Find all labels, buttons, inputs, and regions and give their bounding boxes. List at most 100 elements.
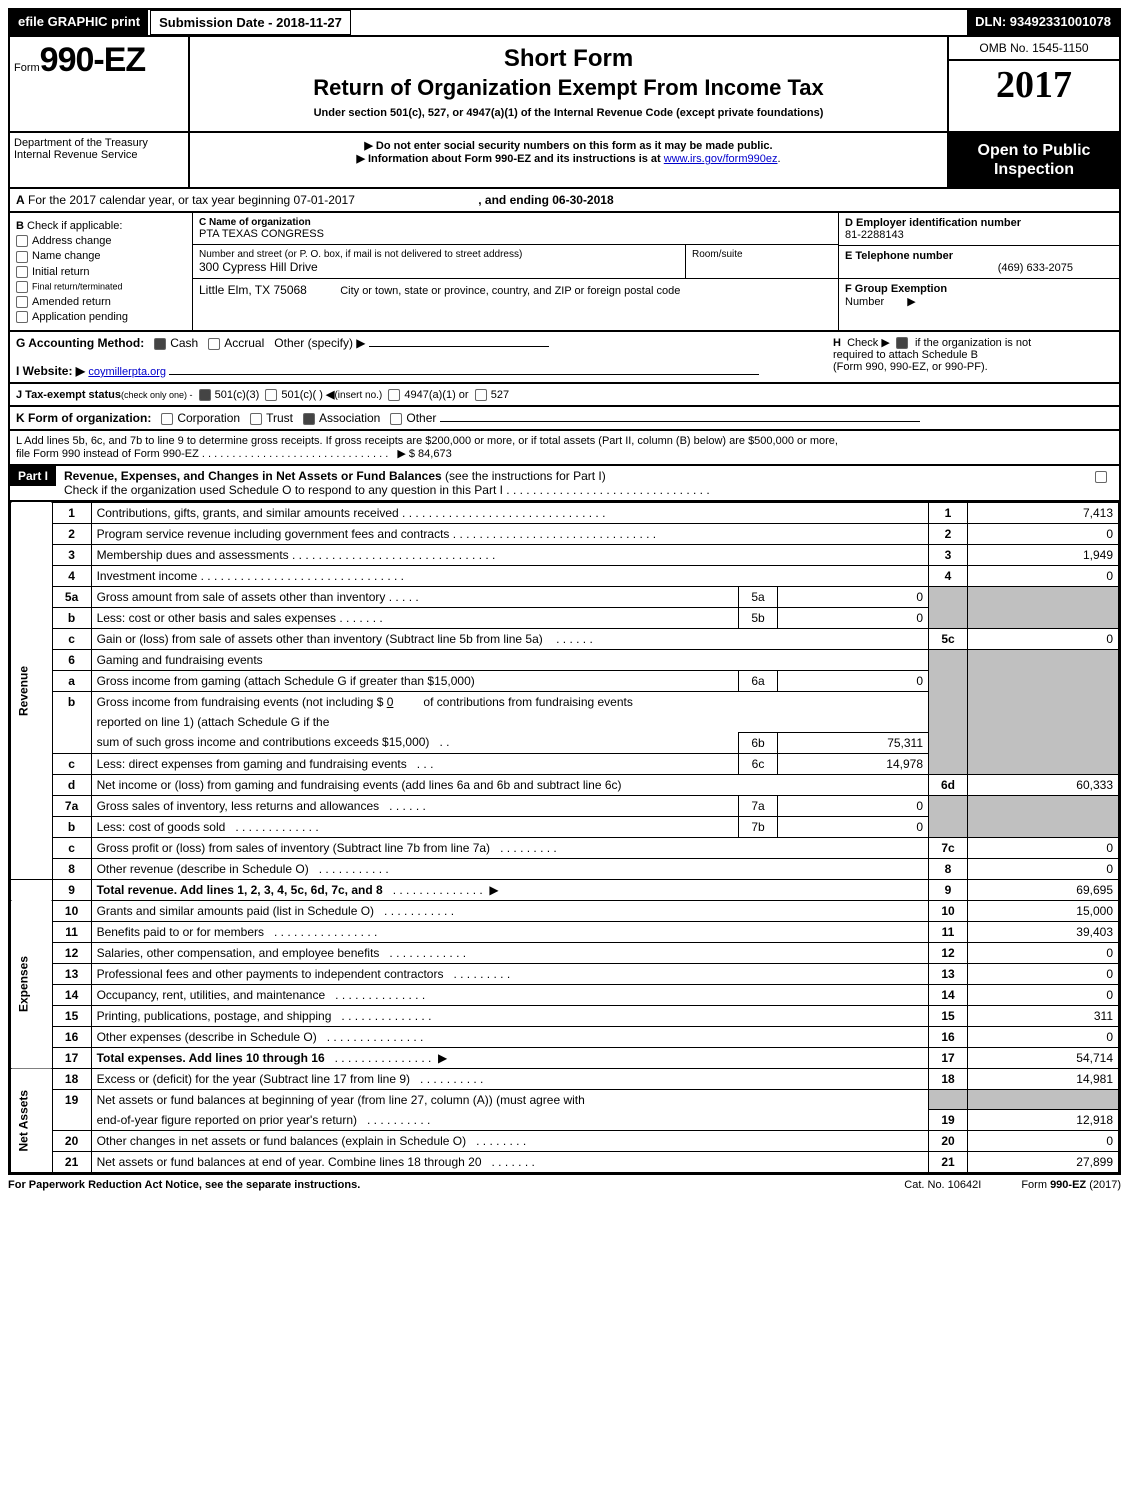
section-c-label: C Name of organization xyxy=(199,217,311,228)
line-21-ln: 21 xyxy=(929,1152,968,1173)
label-amended-return: Amended return xyxy=(32,296,111,308)
under-section-note: Under section 501(c), 527, or 4947(a)(1)… xyxy=(198,107,939,119)
catalog-number: Cat. No. 10642I xyxy=(904,1179,981,1191)
k-label: K Form of organization: xyxy=(16,411,151,425)
line-7a-desc: Gross sales of inventory, less returns a… xyxy=(97,799,380,813)
line-4-ln: 4 xyxy=(929,565,968,586)
line-17-desc: Total expenses. Add lines 10 through 16 xyxy=(97,1051,325,1065)
h-check-text: Check ▶ xyxy=(847,337,890,349)
label-501c: 501(c)( ) xyxy=(281,389,323,401)
title-block: Form990-EZ Short Form Return of Organiza… xyxy=(8,37,1121,133)
checkbox-other-org[interactable] xyxy=(390,413,402,425)
line-9-desc: Total revenue. Add lines 1, 2, 3, 4, 5c,… xyxy=(97,883,383,897)
line-6c-num: c xyxy=(52,753,91,774)
bullet-info-suffix: . xyxy=(777,153,780,165)
form-number-box: Form990-EZ xyxy=(10,37,190,131)
checkbox-4947a1[interactable] xyxy=(388,389,400,401)
tax-exempt-status-row: J Tax-exempt status(check only one) - 50… xyxy=(8,384,1121,407)
line-4-val: 0 xyxy=(968,565,1119,586)
checkbox-501c3[interactable] xyxy=(199,389,211,401)
line-14-num: 14 xyxy=(52,984,91,1005)
j-label: J Tax-exempt status xyxy=(16,389,121,401)
line-18-ln: 18 xyxy=(929,1068,968,1089)
ein-value: 81-2288143 xyxy=(845,229,904,241)
label-name-change: Name change xyxy=(32,250,101,262)
line-10-desc: Grants and similar amounts paid (list in… xyxy=(97,904,374,918)
line-18-num: 18 xyxy=(52,1068,91,1089)
form-prefix-footer: Form xyxy=(1021,1179,1050,1191)
line-12-num: 12 xyxy=(52,942,91,963)
phone-value: (469) 633-2075 xyxy=(845,262,1113,274)
side-label-expenses: Expenses xyxy=(11,900,53,1068)
label-trust: Trust xyxy=(266,411,293,425)
line-16-ln: 16 xyxy=(929,1026,968,1047)
line-7b-subval: 0 xyxy=(778,816,929,837)
line-9-num: 9 xyxy=(52,879,91,900)
line-6b-num: b xyxy=(52,691,91,753)
checkbox-application-pending[interactable] xyxy=(16,311,28,323)
label-insert-no: (insert no.) xyxy=(334,390,382,401)
page-footer: For Paperwork Reduction Act Notice, see … xyxy=(8,1175,1121,1191)
h-label: H xyxy=(833,337,841,349)
line-6a-num: a xyxy=(52,670,91,691)
org-name: PTA TEXAS CONGRESS xyxy=(199,228,832,240)
checkbox-h[interactable] xyxy=(896,337,908,349)
label-other-method: Other (specify) ▶ xyxy=(274,336,365,350)
line-7c-ln: 7c xyxy=(929,837,968,858)
room-suite-label: Room/suite xyxy=(692,249,832,260)
line-11-val: 39,403 xyxy=(968,921,1119,942)
checkbox-trust[interactable] xyxy=(250,413,262,425)
line-3-num: 3 xyxy=(52,544,91,565)
line-7c-val: 0 xyxy=(968,837,1119,858)
dept-row: Department of the Treasury Internal Reve… xyxy=(8,133,1121,189)
line-15-desc: Printing, publications, postage, and shi… xyxy=(97,1009,332,1023)
checkbox-schedule-o[interactable] xyxy=(1095,471,1107,483)
line-19-num: 19 xyxy=(52,1089,91,1131)
checkbox-accrual[interactable] xyxy=(208,338,220,350)
h-text-3: required to attach Schedule B xyxy=(833,349,978,361)
line-13-val: 0 xyxy=(968,963,1119,984)
main-title: Return of Organization Exempt From Incom… xyxy=(198,75,939,101)
label-corporation: Corporation xyxy=(177,411,240,425)
website-label: I Website: ▶ xyxy=(16,364,85,378)
line-21-val: 27,899 xyxy=(968,1152,1119,1173)
line-12-ln: 12 xyxy=(929,942,968,963)
line-19-ln: 19 xyxy=(929,1110,968,1131)
line-6b-desc1v: 0 xyxy=(387,695,394,709)
website-link[interactable]: coymillerpta.org xyxy=(88,366,166,378)
checkbox-501c[interactable] xyxy=(265,389,277,401)
form990ez-link[interactable]: www.irs.gov/form990ez xyxy=(664,153,778,165)
line-6b-subval: 75,311 xyxy=(778,732,929,753)
right-info-column: D Employer identification number 81-2288… xyxy=(838,213,1119,329)
line-14-desc: Occupancy, rent, utilities, and maintena… xyxy=(97,988,326,1002)
paperwork-notice: For Paperwork Reduction Act Notice, see … xyxy=(8,1179,360,1191)
dept-line-2: Internal Revenue Service xyxy=(14,149,184,161)
checkbox-amended-return[interactable] xyxy=(16,296,28,308)
efile-print-button[interactable]: efile GRAPHIC print xyxy=(10,10,148,35)
line-7a-subval: 0 xyxy=(778,795,929,816)
line-5b-subval: 0 xyxy=(778,607,929,628)
part-1-title-note: (see the instructions for Part I) xyxy=(445,469,606,483)
checkbox-association[interactable] xyxy=(303,413,315,425)
group-exemption-label: F Group Exemption xyxy=(845,283,947,295)
instruction-bullets: Do not enter social security numbers on … xyxy=(190,133,947,187)
checkbox-address-change[interactable] xyxy=(16,235,28,247)
h-text-4: (Form 990, 990-EZ, or 990-PF). xyxy=(833,361,988,373)
checkbox-cash[interactable] xyxy=(154,338,166,350)
line-17-val: 54,714 xyxy=(968,1047,1119,1068)
dln: DLN: 93492331001078 xyxy=(967,10,1119,35)
line-5b-num: b xyxy=(52,607,91,628)
checkbox-name-change[interactable] xyxy=(16,251,28,263)
bullet-info-line: Information about Form 990-EZ and its in… xyxy=(196,152,941,165)
line-12-desc: Salaries, other compensation, and employ… xyxy=(97,946,380,960)
line-5a-subval: 0 xyxy=(778,586,929,607)
l-amount: ▶ $ 84,673 xyxy=(397,448,451,460)
checkbox-corporation[interactable] xyxy=(161,413,173,425)
checkbox-final-return[interactable] xyxy=(16,281,28,293)
open-to-public-box: Open to Public Inspection xyxy=(947,133,1119,187)
checkbox-527[interactable] xyxy=(475,389,487,401)
checkbox-initial-return[interactable] xyxy=(16,266,28,278)
line-20-num: 20 xyxy=(52,1131,91,1152)
label-accrual: Accrual xyxy=(224,336,264,350)
form-bold-footer: 990-EZ xyxy=(1050,1179,1086,1191)
